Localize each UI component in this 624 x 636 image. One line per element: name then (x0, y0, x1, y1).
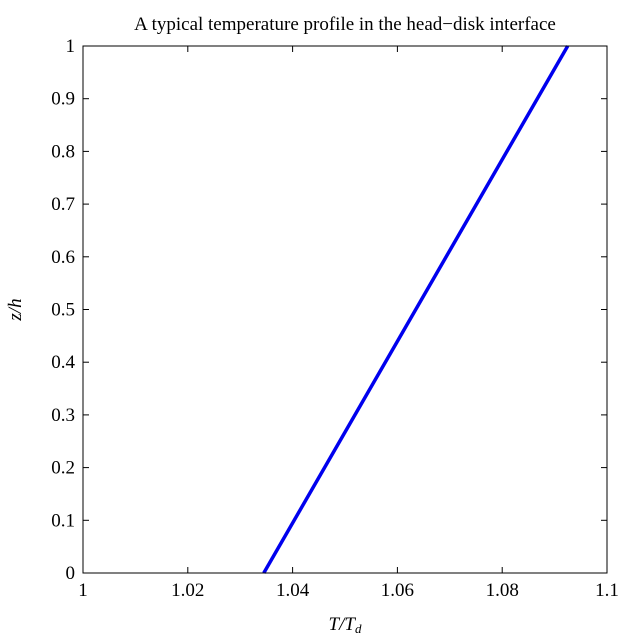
x-tick-label: 1.08 (486, 580, 519, 601)
x-tick-label: 1.06 (381, 580, 414, 601)
y-tick-label: 1 (66, 36, 76, 57)
y-tick-labels: 0 0.1 0.2 0.3 0.4 0.5 0.6 0.7 0.8 0.9 1 (51, 36, 75, 584)
series-line (262, 45, 570, 574)
axis-ticks (82, 45, 608, 574)
y-tick-label: 0.9 (51, 89, 75, 110)
y-tick-label: 0.5 (51, 300, 75, 321)
x-tick-label: 1 (78, 580, 88, 601)
x-tick-label: 1.02 (171, 580, 204, 601)
chart-title: A typical temperature profile in the hea… (134, 14, 556, 35)
x-axis-label-subscript: d (355, 621, 362, 636)
y-tick-label: 0.1 (51, 510, 75, 531)
y-tick-label: 0.2 (51, 458, 75, 479)
x-axis-label-main: T/T (329, 614, 357, 635)
x-axis-label: T/Td (329, 614, 362, 636)
y-axis-label: z/h (5, 298, 26, 321)
series-layer (262, 45, 570, 574)
y-tick-label: 0.4 (51, 352, 75, 373)
y-tick-label: 0.7 (51, 194, 75, 215)
y-tick-label: 0.6 (51, 247, 75, 268)
y-tick-label: 0 (66, 563, 76, 584)
x-tick-labels: 1 1.02 1.04 1.06 1.08 1.1 (78, 580, 619, 601)
y-tick-label: 0.3 (51, 405, 75, 426)
x-tick-label: 1.04 (276, 580, 310, 601)
x-tick-label: 1.1 (595, 580, 619, 601)
y-tick-label: 0.8 (51, 141, 75, 162)
plot-area-frame (82, 45, 608, 574)
